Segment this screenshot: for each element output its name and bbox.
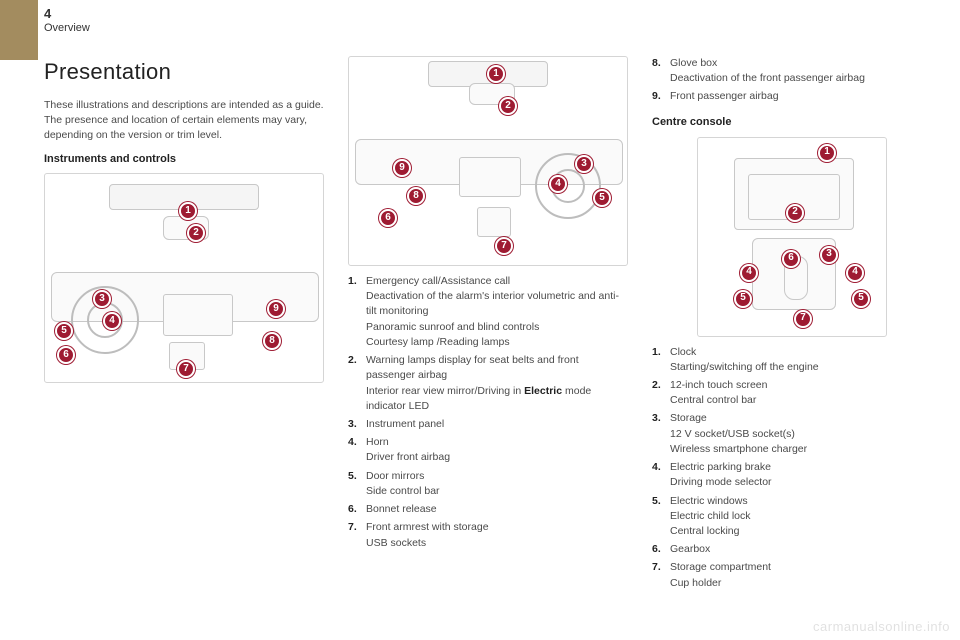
subhead-instruments: Instruments and controls: [44, 152, 324, 168]
item-number: 2.: [348, 353, 366, 414]
list-item: 5.Door mirrorsSide control bar: [348, 469, 628, 499]
callout-badge: 7: [495, 237, 513, 255]
item-text: Gearbox: [670, 542, 932, 557]
callout-badge: 3: [820, 246, 838, 264]
diagram-instruments-right: 1 2 34 5 6 7 8 9: [348, 56, 628, 266]
list-item: 2.12-inch touch screenCentral control ba…: [652, 378, 932, 408]
item-text: Emergency call/Assistance callDeactivati…: [366, 274, 628, 350]
callout-badge: 1: [818, 144, 836, 162]
list-item: 2.Warning lamps display for seat belts a…: [348, 353, 628, 414]
callout-badge: 7: [177, 360, 195, 378]
list-item: 6.Gearbox: [652, 542, 932, 557]
item-number: 5.: [348, 469, 366, 499]
page-number: 4: [44, 6, 51, 21]
item-number: 9.: [652, 89, 670, 104]
item-number: 4.: [652, 460, 670, 490]
callout-badge: 6: [379, 209, 397, 227]
subhead-console: Centre console: [652, 115, 932, 131]
callout-badge: 5: [55, 322, 73, 340]
callout-badge: 4: [846, 264, 864, 282]
item-number: 2.: [652, 378, 670, 408]
item-number: 8.: [652, 56, 670, 86]
column-middle: 1 2 34 5 6 7 8 9 1.Emergency call/Assistance ca…: [348, 56, 628, 594]
list-instruments: 1.Emergency call/Assistance callDeactiva…: [348, 274, 628, 551]
callout-badge: 2: [786, 204, 804, 222]
item-number: 3.: [348, 417, 366, 432]
item-text: 12-inch touch screenCentral control bar: [670, 378, 932, 408]
list-item: 9.Front passenger airbag: [652, 89, 932, 104]
callout-badge: 2: [499, 97, 517, 115]
intro-text: These illustrations and descriptions are…: [44, 98, 324, 144]
item-text: Front passenger airbag: [670, 89, 932, 104]
callout-badge: 3: [575, 155, 593, 173]
item-text: HornDriver front airbag: [366, 435, 628, 465]
watermark: carmanualsonline.info: [813, 619, 950, 634]
item-number: 5.: [652, 494, 670, 540]
callout-badge: 4: [549, 175, 567, 193]
item-text: Electric windowsElectric child lockCentr…: [670, 494, 932, 540]
callout-badge: 8: [407, 187, 425, 205]
list-item: 4.Electric parking brakeDriving mode sel…: [652, 460, 932, 490]
content-columns: Presentation These illustrations and des…: [44, 56, 944, 594]
list-item: 7.Storage compartmentCup holder: [652, 560, 932, 590]
callout-badge: 9: [393, 159, 411, 177]
list-item: 5.Electric windowsElectric child lockCen…: [652, 494, 932, 540]
callout-badge: 4: [740, 264, 758, 282]
section-tab: [0, 0, 38, 60]
item-number: 1.: [652, 345, 670, 375]
item-text: Storage12 V socket/USB socket(s)Wireless…: [670, 411, 932, 457]
item-text: Bonnet release: [366, 502, 628, 517]
page-title: Presentation: [44, 56, 324, 88]
item-text: Storage compartmentCup holder: [670, 560, 932, 590]
list-item: 3.Storage12 V socket/USB socket(s)Wirele…: [652, 411, 932, 457]
item-text: Electric parking brakeDriving mode selec…: [670, 460, 932, 490]
list-item: 8.Glove boxDeactivation of the front pas…: [652, 56, 932, 86]
list-instruments-continued: 8.Glove boxDeactivation of the front pas…: [652, 56, 932, 105]
list-item: 4.HornDriver front airbag: [348, 435, 628, 465]
item-number: 3.: [652, 411, 670, 457]
list-console: 1.ClockStarting/switching off the engine…: [652, 345, 932, 591]
item-text: Door mirrorsSide control bar: [366, 469, 628, 499]
list-item: 6.Bonnet release: [348, 502, 628, 517]
callout-badge: 8: [263, 332, 281, 350]
item-text: Front armrest with storageUSB sockets: [366, 520, 628, 550]
list-item: 3.Instrument panel: [348, 417, 628, 432]
column-left: Presentation These illustrations and des…: [44, 56, 324, 594]
item-number: 1.: [348, 274, 366, 350]
list-item: 7.Front armrest with storageUSB sockets: [348, 520, 628, 550]
callout-badge: 6: [782, 250, 800, 268]
item-number: 6.: [652, 542, 670, 557]
diagram-instruments-left: 123456789: [44, 173, 324, 383]
callout-badge: 6: [57, 346, 75, 364]
list-item: 1.ClockStarting/switching off the engine: [652, 345, 932, 375]
list-item: 1.Emergency call/Assistance callDeactiva…: [348, 274, 628, 350]
item-text: Warning lamps display for seat belts and…: [366, 353, 628, 414]
callout-badge: 5: [593, 189, 611, 207]
callout-badge: 5: [734, 290, 752, 308]
item-text: Glove boxDeactivation of the front passe…: [670, 56, 932, 86]
item-number: 7.: [652, 560, 670, 590]
item-number: 6.: [348, 502, 366, 517]
item-number: 4.: [348, 435, 366, 465]
section-label: Overview: [44, 22, 90, 34]
item-number: 7.: [348, 520, 366, 550]
callout-badge: 5: [852, 290, 870, 308]
column-right: 8.Glove boxDeactivation of the front pas…: [652, 56, 932, 594]
callout-badge: 1: [487, 65, 505, 83]
diagram-console: 123445567: [697, 137, 887, 337]
item-text: ClockStarting/switching off the engine: [670, 345, 932, 375]
callout-badge: 7: [794, 310, 812, 328]
item-text: Instrument panel: [366, 417, 628, 432]
